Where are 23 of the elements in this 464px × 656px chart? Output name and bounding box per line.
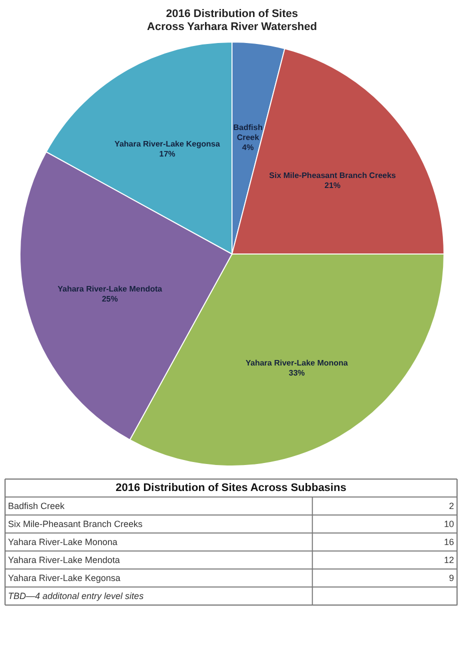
category-label: Yahara River-Lake Kegonsa <box>8 573 120 583</box>
data-label: 4% <box>242 142 254 152</box>
data-label: 16 <box>444 537 454 547</box>
chart-title: 2016 Distribution of Sites Across Yarhara River Watershed <box>147 8 317 33</box>
data-label: 17% <box>159 150 176 159</box>
text: 2016 Distribution of Sites Across Subbasins <box>116 482 346 494</box>
category-label: Badfish Creek <box>8 501 66 511</box>
category-label: Yahara River-Lake Mendota <box>8 555 120 565</box>
data-label: 10 <box>444 519 454 529</box>
data-label: 25% <box>102 294 118 304</box>
slice-label: Yahara River-Lake Kegonsa <box>114 140 220 149</box>
slice-label: Badfish Creek <box>233 122 263 142</box>
data-label: 33% <box>288 368 305 378</box>
slice-label: Yahara River-Lake Monona <box>246 358 348 368</box>
data-label: 2 <box>448 501 454 511</box>
data-label: 21% <box>324 181 341 190</box>
slice-label: Yahara River-Lake Mendota <box>58 284 163 294</box>
data-label: 12 <box>444 555 454 565</box>
text: TBD—4 additonal entry level sites <box>8 591 144 601</box>
data-label: 9 <box>448 573 454 583</box>
category-label: Six Mile-Pheasant Branch Creeks <box>8 519 144 529</box>
category-label: Yahara River-Lake Monona <box>8 537 118 547</box>
slice-label: Six Mile-Pheasant Branch Creeks <box>269 171 396 180</box>
